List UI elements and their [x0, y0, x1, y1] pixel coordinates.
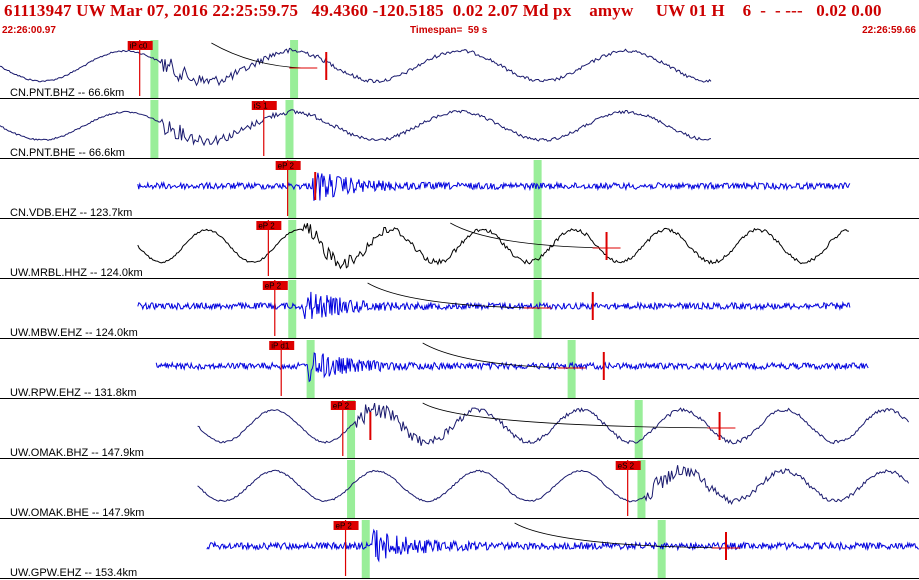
- pick-window-band: [361, 520, 370, 578]
- pick-window-band: [288, 160, 297, 218]
- waveform-trace: [0, 109, 712, 147]
- phase-pick-label: eP 2: [278, 162, 295, 171]
- pick-window-band: [288, 280, 297, 338]
- coda-decay-curve: [211, 42, 304, 69]
- phase-pick-flag[interactable]: [262, 281, 288, 290]
- coda-decay-curve: [422, 342, 572, 369]
- pick-window-band: [637, 460, 646, 518]
- waveform-trace: [137, 223, 849, 270]
- waveform-trace: [197, 402, 910, 446]
- phase-pick-label: eP 2: [258, 222, 275, 231]
- waveform-trace: [197, 465, 910, 506]
- pick-window-band: [347, 460, 356, 518]
- phase-pick-flag[interactable]: [615, 461, 641, 470]
- pick-window-band: [567, 340, 576, 398]
- phase-pick-flag[interactable]: [251, 101, 277, 110]
- phase-pick-label: eP 2: [265, 282, 282, 291]
- trace-panel[interactable]: eP 2 UW.GPW.EHZ -- 153.4km: [0, 520, 919, 579]
- pick-window-band: [290, 40, 299, 98]
- pick-window-band: [150, 100, 159, 158]
- waveform-trace: [137, 291, 851, 319]
- trace-panel[interactable]: eP 2 UW.MBW.EHZ -- 124.0km: [0, 280, 919, 339]
- channel-label: UW.RPW.EHZ -- 131.8km: [10, 387, 137, 399]
- phase-pick-label: iS 1: [254, 102, 268, 111]
- phase-pick-flag[interactable]: [256, 221, 282, 230]
- phase-pick-label: iP c0: [130, 42, 148, 51]
- window-start-time: 22:26:00.97: [2, 25, 56, 36]
- trace-panel[interactable]: eP 2 CN.VDB.EHZ -- 123.7km: [0, 160, 919, 219]
- seismogram-traces[interactable]: iP c0 CN.PNT.BHZ -- 66.6km iS 1 CN.PNT.BHE …: [0, 39, 919, 580]
- pick-window-band: [285, 100, 294, 158]
- pick-window-band: [306, 340, 315, 398]
- pick-window-band: [533, 220, 542, 278]
- waveform-trace: [206, 528, 919, 563]
- seismogram-panel[interactable]: iP c0 CN.PNT.BHZ -- 66.6km iS 1 CN.PNT.BHE …: [0, 39, 919, 580]
- channel-label: CN.PNT.BHZ -- 66.6km: [10, 87, 124, 99]
- coda-decay-curve: [450, 222, 607, 249]
- waveform-trace: [0, 47, 712, 87]
- waveform-trace: [137, 172, 851, 201]
- phase-pick-label: eP 2: [333, 402, 350, 411]
- phase-pick-flag[interactable]: [127, 41, 153, 50]
- phase-pick-label: eP 2: [336, 522, 353, 531]
- channel-label: UW.GPW.EHZ -- 153.4km: [10, 567, 137, 579]
- phase-pick-flag[interactable]: [330, 401, 356, 410]
- waveform-header: 61113947 UW Mar 07, 2016 22:25:59.75 49.…: [0, 0, 919, 39]
- coda-decay-curve: [367, 282, 538, 309]
- trace-panel[interactable]: eS 2 UW.OMAK.BHE -- 147.9km: [0, 460, 919, 519]
- phase-pick-label: eS 2: [618, 462, 635, 471]
- channel-label: UW.MRBL.HHZ -- 124.0km: [10, 267, 143, 279]
- pick-window-band: [150, 40, 159, 98]
- channel-label: UW.OMAK.BHE -- 147.9km: [10, 507, 144, 519]
- pick-window-band: [657, 520, 666, 578]
- pick-window-band: [347, 400, 356, 458]
- phase-pick-flag[interactable]: [269, 341, 295, 350]
- phase-pick-label: iP d1: [271, 342, 290, 351]
- channel-label: CN.VDB.EHZ -- 123.7km: [10, 207, 132, 219]
- pick-window-band: [288, 220, 297, 278]
- phase-pick-flag[interactable]: [275, 161, 301, 170]
- pick-window-band: [634, 400, 643, 458]
- channel-label: UW.MBW.EHZ -- 124.0km: [10, 327, 138, 339]
- timespan-label: Timespan= 59 s: [410, 25, 488, 36]
- trace-panel[interactable]: iS 1 CN.PNT.BHE -- 66.6km: [0, 100, 919, 159]
- trace-panel[interactable]: eP 2 UW.OMAK.BHZ -- 147.9km: [0, 400, 919, 459]
- waveform-trace: [155, 352, 869, 383]
- channel-label: CN.PNT.BHE -- 66.6km: [10, 147, 125, 159]
- coda-decay-curve: [422, 402, 722, 429]
- coda-decay-curve: [514, 522, 727, 549]
- window-end-time: 22:26:59.66: [862, 25, 916, 36]
- event-summary-title: 61113947 UW Mar 07, 2016 22:25:59.75 49.…: [4, 1, 882, 20]
- trace-panel[interactable]: iP c0 CN.PNT.BHZ -- 66.6km: [0, 40, 919, 99]
- pick-window-band: [533, 160, 542, 218]
- trace-panel[interactable]: eP 2 UW.MRBL.HHZ -- 124.0km: [0, 220, 919, 279]
- channel-label: UW.OMAK.BHZ -- 147.9km: [10, 447, 144, 459]
- phase-pick-flag[interactable]: [333, 521, 359, 530]
- trace-panel[interactable]: iP d1 UW.RPW.EHZ -- 131.8km: [0, 340, 919, 399]
